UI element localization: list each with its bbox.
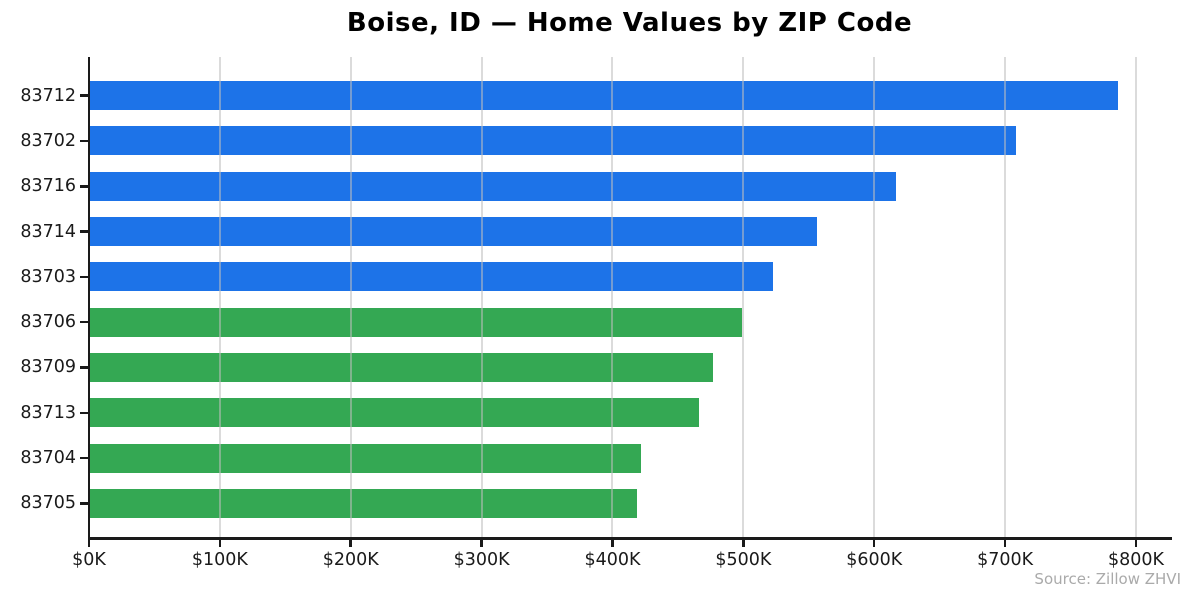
x-tick-$800K bbox=[1134, 539, 1138, 547]
x-tick-label-$300K: $300K bbox=[453, 550, 510, 570]
y-tick-label-83712: 83712 bbox=[20, 85, 76, 106]
chart-title: Boise, ID — Home Values by ZIP Code bbox=[346, 8, 913, 38]
bar-83709 bbox=[90, 352, 714, 382]
bar-83703 bbox=[90, 262, 774, 292]
x-tick-$100K bbox=[218, 539, 222, 547]
x-tick-$200K bbox=[349, 539, 352, 547]
y-tick-83714 bbox=[80, 230, 88, 233]
bar-83706 bbox=[90, 307, 743, 337]
bar-83702 bbox=[90, 126, 1016, 156]
y-tick-83713 bbox=[80, 411, 88, 414]
bar-83713 bbox=[90, 398, 699, 428]
gridline-$200K bbox=[349, 57, 352, 537]
y-tick-label-83704: 83704 bbox=[20, 448, 76, 469]
x-tick-$0K bbox=[87, 539, 91, 547]
y-tick-label-83702: 83702 bbox=[20, 130, 76, 151]
y-tick-83702 bbox=[80, 139, 88, 143]
y-tick-83706 bbox=[80, 320, 88, 324]
x-tick-label-$600K: $600K bbox=[846, 550, 903, 570]
y-tick-label-83703: 83703 bbox=[20, 266, 76, 287]
x-tick-label-$800K: $800K bbox=[1107, 550, 1164, 570]
y-tick-label-83706: 83706 bbox=[20, 312, 76, 333]
x-tick-label-$100K: $100K bbox=[191, 550, 248, 570]
y-tick-label-83705: 83705 bbox=[20, 493, 76, 514]
x-tick-label-$400K: $400K bbox=[584, 550, 641, 570]
x-axis-spine bbox=[87, 536, 1172, 540]
y-tick-label-83709: 83709 bbox=[20, 357, 76, 378]
y-tick-83712 bbox=[80, 94, 88, 97]
x-tick-label-$500K: $500K bbox=[715, 550, 772, 570]
y-axis-spine bbox=[87, 57, 90, 538]
bar-83714 bbox=[90, 217, 817, 247]
bar-83712 bbox=[90, 81, 1118, 111]
gridline-$800K bbox=[1134, 57, 1137, 537]
bar-83704 bbox=[90, 443, 642, 473]
x-tick-$600K bbox=[872, 539, 876, 547]
x-tick-label-$0K: $0K bbox=[72, 550, 106, 570]
x-tick-label-$200K: $200K bbox=[322, 550, 379, 570]
y-tick-83704 bbox=[80, 456, 88, 460]
gridline-$500K bbox=[742, 57, 745, 537]
x-tick-label-$700K: $700K bbox=[977, 550, 1034, 570]
y-tick-83703 bbox=[80, 275, 88, 279]
x-tick-$500K bbox=[742, 539, 745, 547]
y-tick-label-83713: 83713 bbox=[20, 402, 76, 423]
y-tick-label-83714: 83714 bbox=[20, 221, 76, 242]
gridline-$100K bbox=[218, 57, 221, 537]
bar-83705 bbox=[90, 488, 638, 518]
gridline-$400K bbox=[611, 57, 614, 537]
y-tick-83709 bbox=[80, 366, 88, 369]
gridline-$700K bbox=[1004, 57, 1007, 537]
x-tick-$400K bbox=[611, 539, 614, 547]
gridline-$300K bbox=[480, 57, 483, 537]
y-tick-83705 bbox=[80, 502, 88, 505]
bar-83716 bbox=[90, 171, 897, 201]
source-note: Source: Zillow ZHVI bbox=[1034, 570, 1181, 588]
x-tick-$300K bbox=[480, 539, 483, 547]
x-tick-$700K bbox=[1003, 539, 1007, 547]
gridline-$600K bbox=[873, 57, 876, 537]
y-tick-label-83716: 83716 bbox=[20, 176, 76, 197]
y-tick-83716 bbox=[80, 185, 88, 188]
